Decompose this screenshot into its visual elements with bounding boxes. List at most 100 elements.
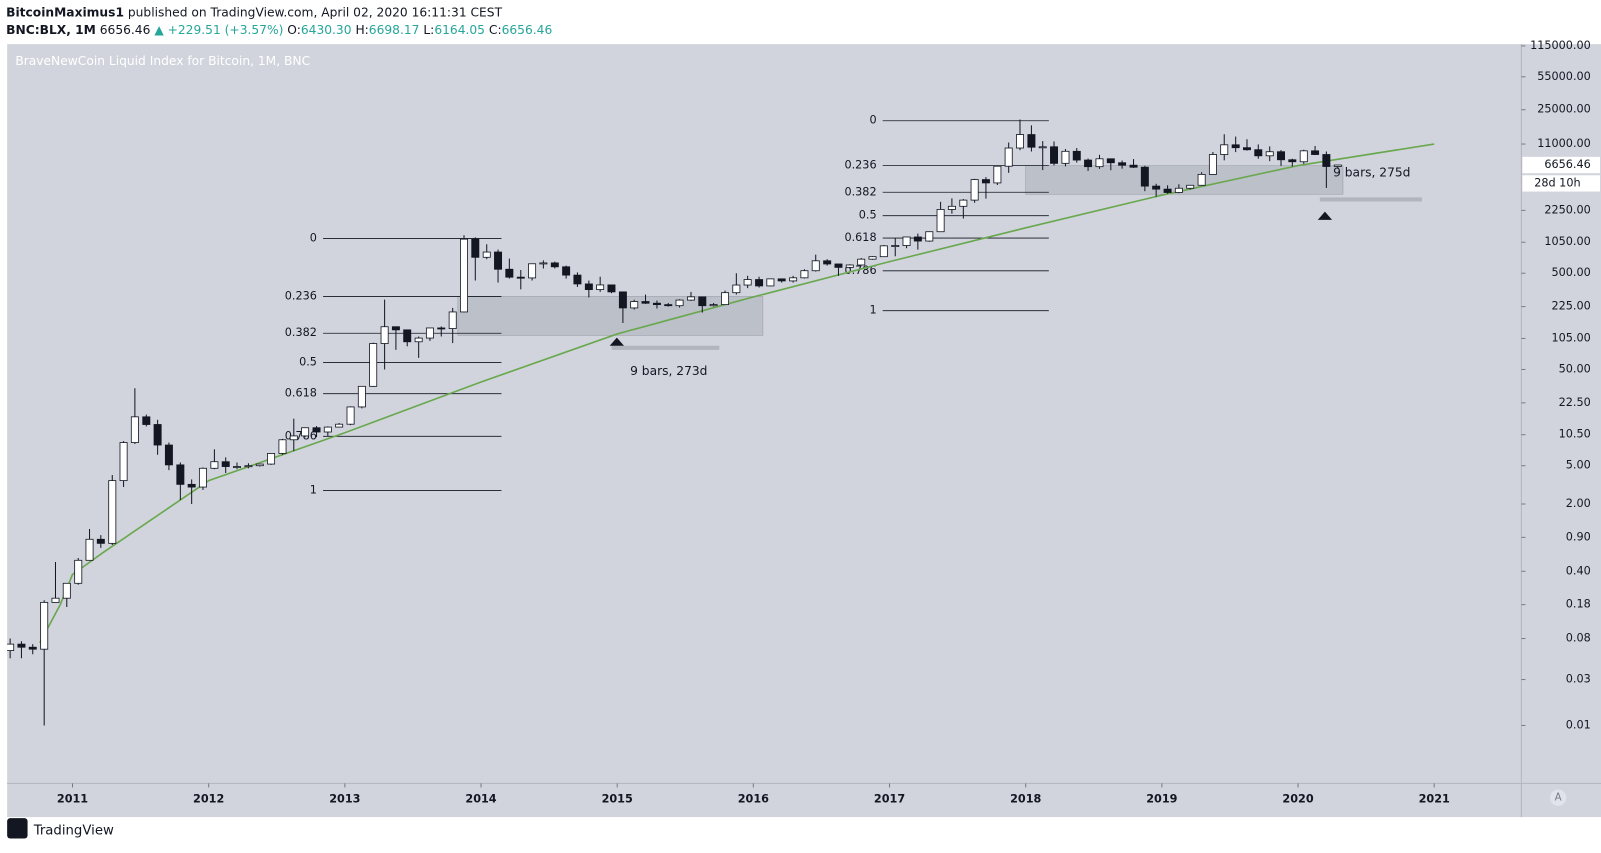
candle-body <box>947 205 956 210</box>
candle-body <box>596 284 605 291</box>
candle-body <box>7 643 15 651</box>
candle-body <box>516 276 525 279</box>
candle-body <box>1254 149 1263 157</box>
fib-label: 1 <box>310 484 317 497</box>
fib-label: 0.382 <box>844 185 876 198</box>
candle-body <box>17 643 26 648</box>
candle-body <box>289 435 298 441</box>
candle-body <box>732 284 741 294</box>
candle-body <box>176 464 185 485</box>
candle-body <box>1197 173 1206 186</box>
candle-body <box>913 236 922 242</box>
candle-body <box>85 538 94 561</box>
candle-body <box>1208 154 1217 175</box>
auto-scale-button[interactable] <box>1549 789 1567 806</box>
candle-body <box>698 296 707 307</box>
candle-body <box>630 301 639 309</box>
candle-body <box>142 416 151 425</box>
candle-body <box>346 406 355 425</box>
chart-background <box>7 44 1601 818</box>
candle-body <box>652 302 661 306</box>
x-tick-label: 2020 <box>1282 793 1313 806</box>
ohlc-key: C: <box>489 22 502 36</box>
candle-body <box>902 236 911 246</box>
candle-body <box>380 326 389 344</box>
symbol: BNC:BLX, 1M <box>6 22 96 36</box>
fib-label: 0.5 <box>299 356 317 369</box>
candle-body <box>278 439 287 454</box>
candle-body <box>301 427 310 437</box>
y-tick-label: 0.01 <box>1566 718 1591 731</box>
candle-body <box>471 238 480 258</box>
author: BitcoinMaximus1 <box>6 5 124 19</box>
candle-body <box>108 480 117 544</box>
candle-body <box>1106 158 1115 164</box>
candle-body <box>267 453 276 465</box>
published: published on TradingView.com, April 02, … <box>128 5 503 19</box>
candle-body <box>834 263 843 268</box>
candle-body <box>312 427 321 433</box>
y-tick-label: 22.50 <box>1559 396 1591 409</box>
quote-line: BNC:BLX, 1M 6656.46 ▲ +229.51 (+3.57%) O… <box>6 22 552 36</box>
candle-body <box>970 179 979 201</box>
candle-body <box>675 299 684 307</box>
last-price-box <box>1522 156 1600 174</box>
header-line: BitcoinMaximus1 published on TradingView… <box>6 5 502 19</box>
candle-body <box>1299 150 1308 163</box>
y-tick-label: 0.18 <box>1566 598 1591 611</box>
y-tick-label: 0.03 <box>1566 673 1591 686</box>
fib-label: 0 <box>869 114 876 127</box>
fib-label: 0.5 <box>859 209 877 222</box>
x-tick-label: 2019 <box>1146 793 1177 806</box>
candle-body <box>925 231 934 242</box>
candle-body <box>1186 184 1195 189</box>
brand: TradingView <box>33 823 114 838</box>
plot: 0 0.236 0.382 0.5 0.618 0.786 1 0 0.236 0.382 0.5 0… <box>7 114 1435 726</box>
fib-label: 0.618 <box>285 387 317 400</box>
candle-body <box>1333 164 1342 167</box>
candle-body <box>357 385 366 408</box>
y-tick-label: 2.00 <box>1566 497 1591 510</box>
x-tick-label: 2012 <box>193 793 224 806</box>
candle-body <box>391 326 400 331</box>
measure-label: 9 bars, 275d <box>1333 165 1410 179</box>
candle-body <box>255 463 264 467</box>
y-tick-label: 50.00 <box>1559 362 1591 375</box>
candle-body <box>687 296 695 301</box>
fib-label: 0.786 <box>285 429 317 442</box>
y-tick-label: 25000.00 <box>1537 103 1591 116</box>
candle-body <box>618 291 627 309</box>
candle-body <box>664 304 673 307</box>
candle-body <box>1140 166 1149 187</box>
measure-label: 9 bars, 273d <box>630 364 707 378</box>
candle-body <box>755 279 764 287</box>
x-tick-label: 2016 <box>738 793 769 806</box>
candle-body <box>198 467 207 488</box>
candle-body <box>221 461 230 467</box>
candle-body <box>743 279 752 286</box>
auto-scale-label[interactable]: A <box>1555 793 1562 804</box>
axes: 115000.00 55000.00 25000.00 11000.00 2250.00… <box>57 39 1600 806</box>
ohlc-value: 6656.46 <box>502 22 553 36</box>
candle-body <box>119 442 128 482</box>
fib-label: 0.618 <box>844 231 876 244</box>
candle-body <box>414 337 423 343</box>
candle-body <box>494 251 503 270</box>
y-tick-label: 11000.00 <box>1537 137 1591 150</box>
candle-body <box>130 416 139 443</box>
y-tick-label: 5.00 <box>1566 459 1591 472</box>
candle-body <box>403 329 412 343</box>
last-price-label: 6656.46 <box>1544 158 1590 171</box>
candle-body <box>709 304 718 307</box>
candle-body <box>584 283 593 291</box>
countdown-label: 28d 10h <box>1534 176 1580 189</box>
candle-body <box>1118 162 1127 166</box>
x-tick-label: 2021 <box>1419 793 1450 806</box>
candle-body <box>1152 185 1161 190</box>
ohlc-value: 6164.05 <box>434 22 485 36</box>
measure-marker <box>609 337 624 346</box>
candle-body <box>573 274 582 285</box>
fib-label: 0 <box>310 231 317 244</box>
